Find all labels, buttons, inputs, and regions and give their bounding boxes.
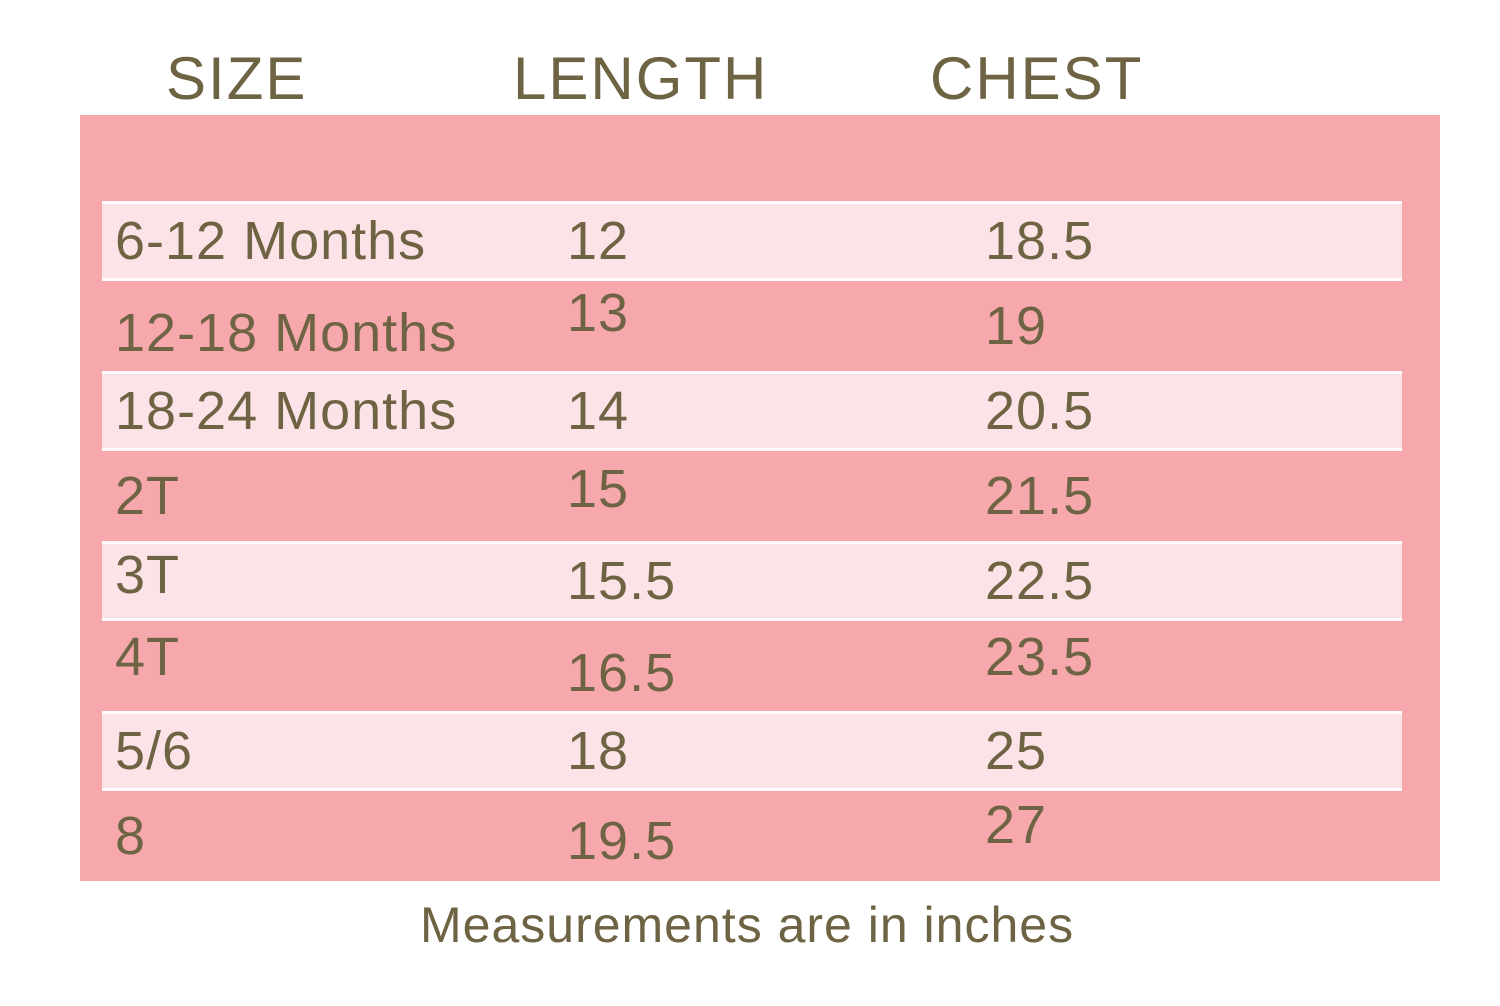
table-row: 4T 16.5 23.5 xyxy=(80,621,1440,711)
column-header-chest: CHEST xyxy=(930,45,1144,112)
cell-size: 6-12 Months xyxy=(115,211,427,271)
table-row: 6-12 Months 12 18.5 xyxy=(80,201,1440,281)
cell-length: 15 xyxy=(567,458,630,519)
cell-length: 19.5 xyxy=(567,810,677,871)
table-body: 6-12 Months 12 18.5 12-18 Months 13 19 1… xyxy=(80,115,1440,881)
column-header-size: SIZE xyxy=(166,45,308,112)
cell-chest: 25 xyxy=(985,721,1048,781)
cell-length: 16.5 xyxy=(567,643,677,704)
cell-chest: 18.5 xyxy=(985,211,1095,271)
row-stripe-background xyxy=(102,201,1402,281)
cell-chest: 21.5 xyxy=(985,466,1095,526)
cell-length: 18 xyxy=(567,721,630,781)
cell-size: 2T xyxy=(115,466,181,526)
table-row: 18-24 Months 14 20.5 xyxy=(80,371,1440,451)
cell-length: 14 xyxy=(567,381,630,441)
cell-size: 5/6 xyxy=(115,721,194,781)
table-row: 8 19.5 27 xyxy=(80,791,1440,881)
cell-length: 13 xyxy=(567,283,630,344)
cell-chest: 22.5 xyxy=(985,551,1095,611)
table-row: 2T 15 21.5 xyxy=(80,451,1440,541)
table-row: 5/6 18 25 xyxy=(80,711,1440,791)
cell-chest: 27 xyxy=(985,795,1048,856)
cell-size: 12-18 Months xyxy=(115,303,458,364)
footnote: Measurements are in inches xyxy=(420,897,1075,953)
cell-chest: 23.5 xyxy=(985,627,1095,687)
row-stripe-background xyxy=(102,711,1402,791)
cell-size: 18-24 Months xyxy=(115,381,458,441)
cell-length: 15.5 xyxy=(567,551,677,611)
table-row: 3T 15.5 22.5 xyxy=(80,541,1440,621)
table-row: 12-18 Months 13 19 xyxy=(80,281,1440,371)
column-header-length: LENGTH xyxy=(513,45,769,112)
row-stripe-background xyxy=(102,371,1402,451)
cell-size: 8 xyxy=(115,806,147,866)
cell-length: 12 xyxy=(567,211,630,271)
cell-chest: 19 xyxy=(985,296,1048,356)
cell-chest: 20.5 xyxy=(985,381,1095,441)
cell-size: 3T xyxy=(115,544,181,605)
cell-size: 4T xyxy=(115,627,181,687)
row-stripe-background xyxy=(102,541,1402,621)
